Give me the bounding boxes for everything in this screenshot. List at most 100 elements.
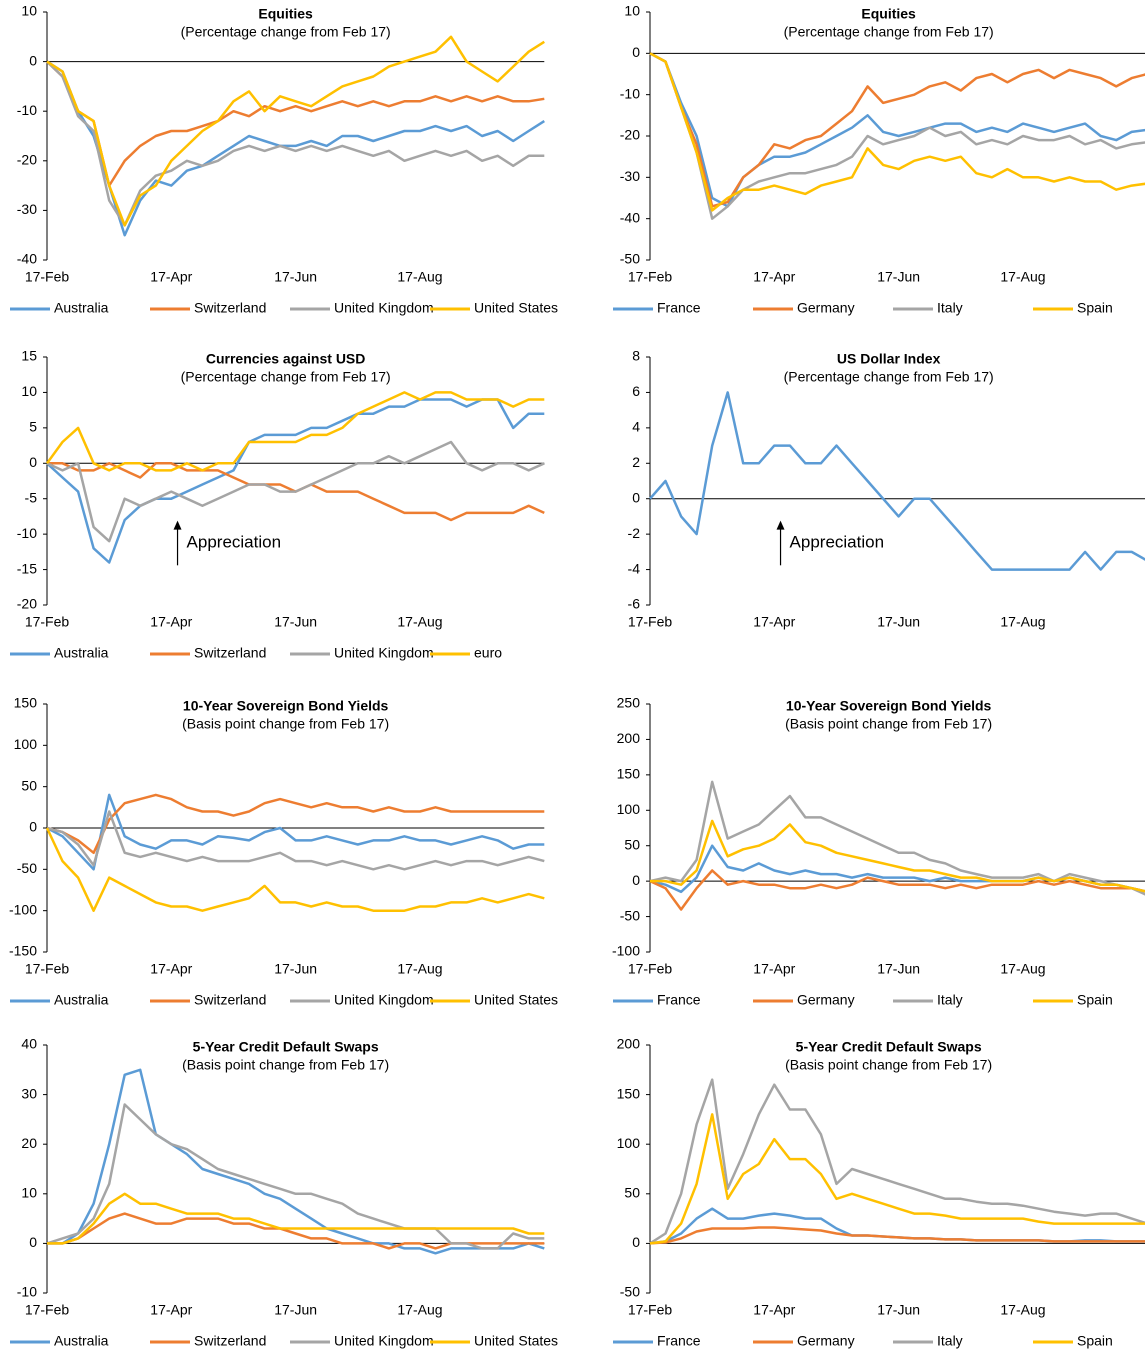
data-line xyxy=(46,793,545,855)
data-line xyxy=(46,35,545,227)
x-tick-label: 17-Aug xyxy=(397,614,442,630)
y-tick-label: -30 xyxy=(620,168,640,184)
y-tick-label: -50 xyxy=(17,860,37,876)
chart-subtitle: (Basis point change from Feb 17) xyxy=(785,716,992,732)
data-line xyxy=(650,819,1145,893)
x-tick-label: 17-Apr xyxy=(753,1302,795,1318)
data-line xyxy=(46,810,545,871)
chart-subtitle: (Percentage change from Feb 17) xyxy=(181,24,391,40)
y-tick-label: -50 xyxy=(620,251,640,267)
legend-label: United Kingdom xyxy=(334,645,434,661)
y-tick-label: 100 xyxy=(617,1135,641,1151)
annotation: Appreciation xyxy=(790,532,885,551)
legend-label: Italy xyxy=(937,1333,963,1349)
y-tick-label: 100 xyxy=(14,736,38,752)
data-line xyxy=(649,52,1145,212)
legend-label: Switzerland xyxy=(194,992,266,1008)
x-tick-label: 17-Aug xyxy=(1000,269,1045,285)
y-tick-label: 10 xyxy=(21,1185,37,1201)
legend-label: Italy xyxy=(937,300,963,316)
x-tick-label: 17-Aug xyxy=(397,1302,442,1318)
x-tick-label: 17-Jun xyxy=(274,1302,317,1318)
y-tick-label: 150 xyxy=(14,695,38,711)
legend-label: Switzerland xyxy=(194,1333,266,1349)
x-tick-label: 17-Apr xyxy=(753,961,795,977)
y-tick-label: 6 xyxy=(632,383,640,399)
annotation-arrowhead xyxy=(173,520,182,530)
chart-panel: 10-Year Sovereign Bond Yields (Basis poin… xyxy=(612,695,1145,1008)
chart-panel: US Dollar Index (Percentage change from F… xyxy=(628,348,1145,630)
y-tick-label: -150 xyxy=(9,943,37,959)
chart-panel: 5-Year Credit Default Swaps (Basis point … xyxy=(613,1036,1145,1349)
x-tick-label: 17-Jun xyxy=(877,961,920,977)
y-tick-label: 40 xyxy=(21,1036,37,1052)
data-line xyxy=(649,1113,1145,1245)
legend-label: Italy xyxy=(937,992,963,1008)
x-tick-label: 17-Apr xyxy=(150,269,192,285)
y-tick-label: -10 xyxy=(17,525,37,541)
data-line xyxy=(47,1192,545,1245)
data-line xyxy=(45,391,545,472)
chart-title: 5-Year Credit Default Swaps xyxy=(193,1039,379,1055)
data-line xyxy=(649,391,1145,571)
y-tick-label: 0 xyxy=(632,44,640,60)
data-line xyxy=(649,1226,1145,1245)
chart-subtitle: (Basis point change from Feb 17) xyxy=(182,716,389,732)
x-tick-label: 17-Aug xyxy=(397,269,442,285)
data-line xyxy=(649,1078,1145,1245)
y-tick-label: -20 xyxy=(17,152,37,168)
y-tick-label: -20 xyxy=(620,127,640,143)
y-tick-label: 50 xyxy=(624,836,640,852)
chart-subtitle: (Percentage change from Feb 17) xyxy=(181,369,391,385)
chart-title: 5-Year Credit Default Swaps xyxy=(796,1039,982,1055)
chart-subtitle: (Percentage change from Feb 17) xyxy=(784,369,994,385)
legend-label: United States xyxy=(474,300,558,316)
legend-label: United States xyxy=(474,992,558,1008)
y-tick-label: 0 xyxy=(632,489,640,505)
chart-subtitle: (Basis point change from Feb 17) xyxy=(785,1057,992,1073)
legend-label: Spain xyxy=(1077,992,1113,1008)
x-tick-label: 17-Aug xyxy=(397,961,442,977)
data-line xyxy=(46,398,545,564)
legend-label: Switzerland xyxy=(194,300,266,316)
y-tick-label: 0 xyxy=(29,454,37,470)
y-tick-label: -6 xyxy=(628,596,641,612)
y-tick-label: 150 xyxy=(617,1085,641,1101)
x-tick-label: 17-Feb xyxy=(628,1302,673,1318)
x-tick-label: 17-Feb xyxy=(628,269,673,285)
legend-label: Spain xyxy=(1077,300,1113,316)
legend-label: United States xyxy=(474,1333,558,1349)
x-tick-label: 17-Feb xyxy=(628,961,673,977)
y-tick-label: 10 xyxy=(624,3,640,19)
chart-title: 10-Year Sovereign Bond Yields xyxy=(786,698,992,714)
legend-label: Germany xyxy=(797,992,855,1008)
x-tick-label: 17-Jun xyxy=(274,961,317,977)
y-tick-label: 250 xyxy=(617,695,641,711)
chart-title: US Dollar Index xyxy=(837,351,941,367)
x-tick-label: 17-Jun xyxy=(877,614,920,630)
data-line xyxy=(649,52,1145,208)
x-tick-label: 17-Aug xyxy=(1000,961,1045,977)
chart-title: Equities xyxy=(258,6,313,22)
y-tick-label: 150 xyxy=(617,766,641,782)
x-tick-label: 17-Aug xyxy=(1000,1302,1045,1318)
legend-label: United Kingdom xyxy=(334,992,434,1008)
chart-panel: Equities (Percentage change from Feb 17) -… xyxy=(10,3,558,316)
y-tick-label: -30 xyxy=(17,201,37,217)
y-tick-label: -4 xyxy=(628,560,641,576)
y-tick-label: 15 xyxy=(21,348,37,364)
y-tick-label: -40 xyxy=(17,251,37,267)
y-tick-label: 50 xyxy=(624,1185,640,1201)
annotation-arrowhead xyxy=(776,520,785,530)
chart-subtitle: (Basis point change from Feb 17) xyxy=(182,1057,389,1073)
data-line xyxy=(46,793,545,871)
chart-title: Equities xyxy=(861,6,916,22)
legend-label: United Kingdom xyxy=(334,1333,434,1349)
y-tick-label: -10 xyxy=(17,102,37,118)
data-line xyxy=(649,52,1145,208)
data-line xyxy=(649,52,1145,220)
x-tick-label: 17-Apr xyxy=(150,1302,192,1318)
y-tick-label: 200 xyxy=(617,1036,641,1052)
chart-panel: Equities (Percentage change from Feb 17) -… xyxy=(613,3,1145,316)
